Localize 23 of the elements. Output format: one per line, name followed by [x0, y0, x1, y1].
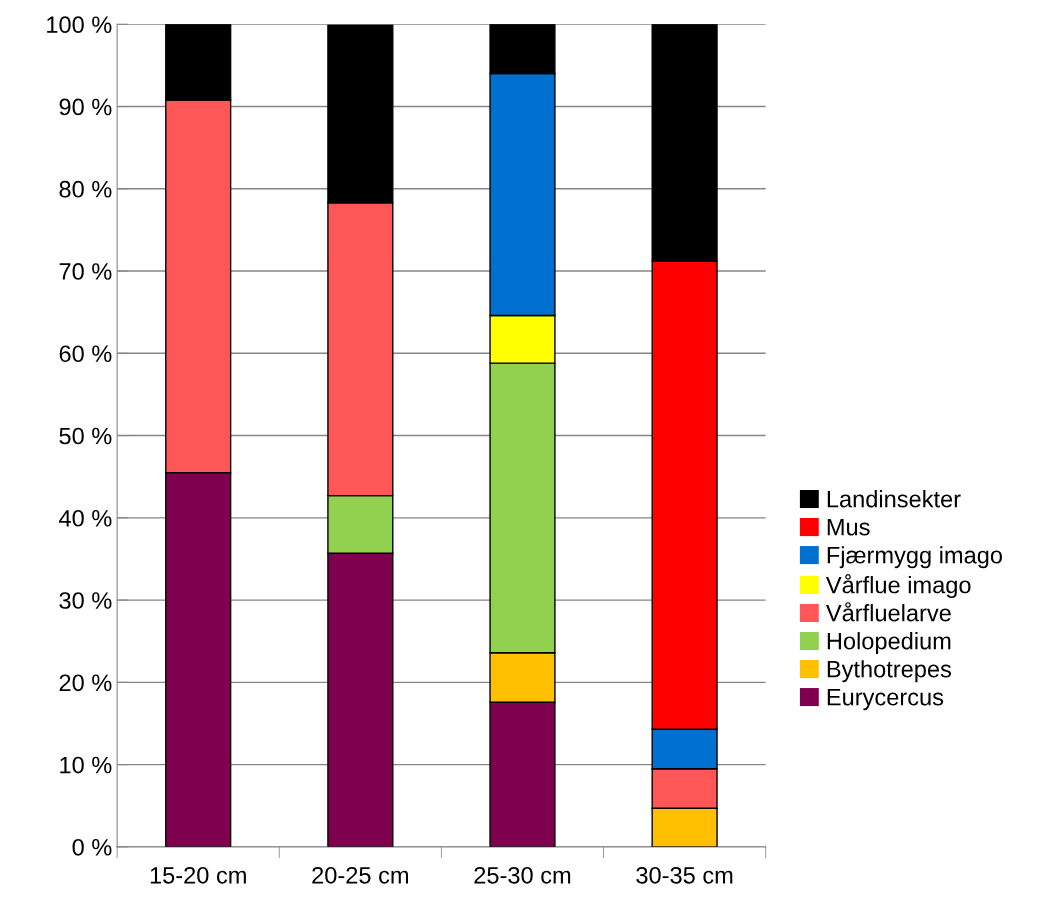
- y-tick-label: 40 %: [59, 509, 112, 527]
- x-tick-label: 25-30 cm: [474, 866, 571, 884]
- y-tick-label: 0 %: [72, 838, 112, 856]
- x-tick-label: 15-20 cm: [150, 866, 246, 884]
- legend-label: Mus: [827, 519, 870, 536]
- legend-label: Fjærmygg imago: [827, 546, 1002, 569]
- y-tick-label: 20 %: [59, 674, 112, 692]
- y-tick-label: 30 %: [59, 592, 112, 609]
- legend-label: Landinsekter: [827, 490, 961, 508]
- y-tick-label: 50 %: [59, 427, 112, 445]
- legend-label: Eurycercus: [827, 689, 944, 711]
- y-tick-label: 60 %: [59, 345, 112, 363]
- y-tick-label: 90 %: [59, 98, 112, 116]
- y-tick-label: 80 %: [59, 180, 112, 198]
- y-tick-label: 70 %: [59, 263, 112, 280]
- y-tick-label: 100 %: [47, 16, 112, 34]
- x-tick-label: 30-35 cm: [636, 866, 733, 884]
- legend-label: Vårflue imago: [825, 574, 971, 599]
- legend-label: Holopedium: [827, 632, 951, 655]
- y-tick-label: 10 %: [60, 756, 112, 774]
- legend-label: Vårfluelarve: [825, 602, 951, 622]
- x-tick-label: 20-25 cm: [312, 866, 408, 884]
- legend-label: Bythotrepes: [827, 660, 952, 683]
